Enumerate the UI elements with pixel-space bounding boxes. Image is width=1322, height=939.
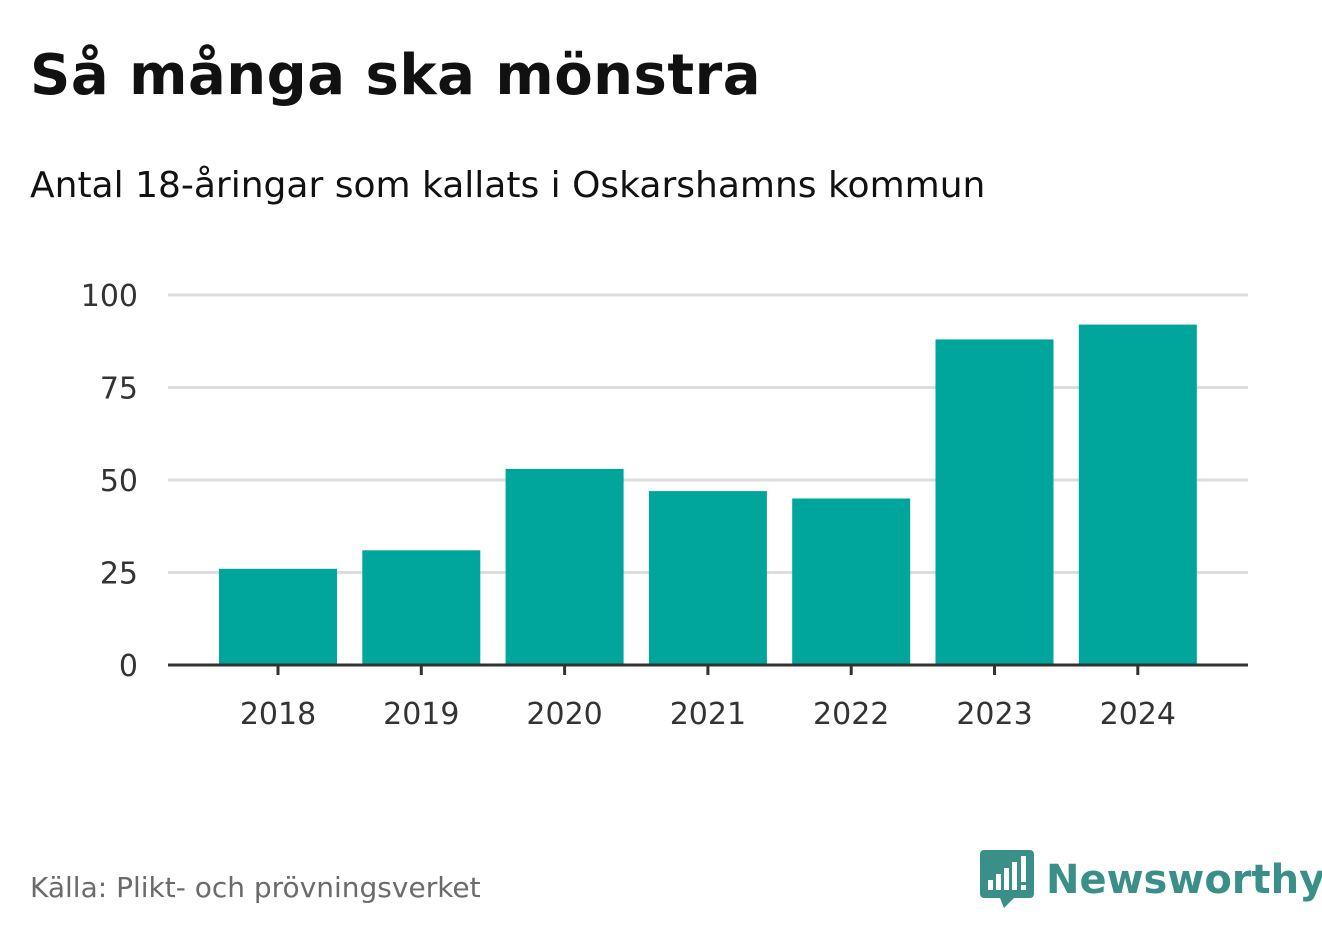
y-tick-label: 75 — [100, 372, 138, 407]
y-tick-label: 0 — [119, 649, 138, 684]
x-tick-label: 2023 — [956, 697, 1032, 732]
x-tick-label: 2019 — [383, 697, 459, 732]
x-axis — [168, 663, 1248, 675]
bar-2023 — [935, 339, 1054, 665]
chart-subtitle: Antal 18-åringar som kallats i Oskarsham… — [30, 165, 986, 206]
bar-chart: 0 25 50 75 100 2018 2019 2020 2021 2022 2023 2024 — [81, 279, 1248, 732]
y-tick-label: 25 — [100, 557, 138, 592]
x-tick-label: 2021 — [670, 697, 746, 732]
y-axis-tick-labels: 0 25 50 75 100 — [81, 279, 138, 684]
x-tick-label: 2018 — [240, 697, 316, 732]
bar-2019 — [362, 550, 481, 665]
bar-2021 — [648, 491, 767, 665]
bar-chart-speech-bubble-icon — [980, 850, 1034, 908]
x-tick-label: 2024 — [1100, 697, 1176, 732]
bars — [219, 324, 1197, 665]
bar-2018 — [219, 568, 337, 665]
x-axis-tick-labels: 2018 2019 2020 2021 2022 2023 2024 — [240, 697, 1176, 732]
bar-2020 — [505, 468, 624, 665]
x-tick-label: 2022 — [813, 697, 889, 732]
source-note: Källa: Plikt- och prövningsverket — [30, 871, 481, 904]
newsworthy-logo: Newsworthy — [980, 850, 1322, 910]
bar-2024 — [1078, 324, 1197, 665]
x-tick-label: 2020 — [526, 697, 602, 732]
brand-name: Newsworthy — [1046, 857, 1322, 903]
chart-title: Så många ska mönstra — [30, 43, 762, 108]
y-tick-label: 100 — [81, 279, 138, 314]
y-tick-label: 50 — [100, 464, 138, 499]
bar-2022 — [792, 498, 911, 665]
